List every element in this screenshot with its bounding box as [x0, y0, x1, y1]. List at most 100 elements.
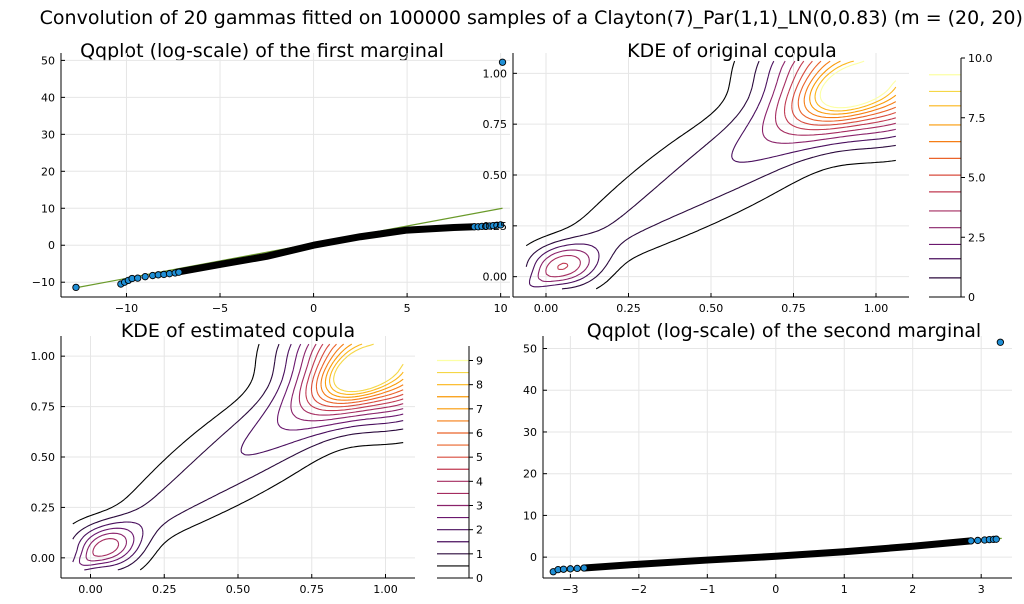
kde-estimated-ytick-label: 0.25 [31, 501, 56, 514]
qq2-point [974, 536, 982, 545]
kde-estimated-contour-line [85, 343, 404, 562]
kde-estimated-ytick-label: 1.00 [31, 350, 56, 363]
kde-original-contour-line [545, 60, 896, 278]
kde-original-xtick-label: 0.00 [534, 302, 559, 315]
kde-estimated-colorbar-tick-label: 3 [476, 500, 483, 513]
qq2-ytick-label: 30 [523, 426, 537, 439]
kde-original-colorbar-tick-label: 5.0 [968, 172, 986, 185]
kde-estimated-xtick-label: 0.00 [78, 583, 103, 596]
kde-original-xtick-label: 0.25 [616, 302, 641, 315]
kde-original-panel: 0.00 0.25 0.50 0.75 1.00 0.00 0.25 0.50 0.75 1.00 [483, 53, 909, 315]
kde-estimated-colorbar: 0 1 2 3 4 5 6 7 8 9 [437, 346, 483, 585]
kde-estimated-colorbar-tick-label: 6 [476, 427, 483, 440]
qq2-xtick-label: −3 [562, 583, 578, 596]
kde-original-ytick-label: 0.00 [483, 271, 508, 284]
kde-estimated-contour-line [305, 343, 404, 412]
qq2-point [580, 564, 588, 572]
kde-original-contour-line [528, 60, 896, 288]
kde-original-contour-line [797, 60, 897, 122]
kde-estimated-contour-line [72, 343, 404, 571]
qq1-point [498, 58, 507, 66]
kde-estimated-xtick-label: 1.00 [373, 583, 398, 596]
qq2-point [573, 564, 581, 573]
qq2-ytick-label: 40 [523, 384, 537, 397]
qq1-panel: −10 −5 0 5 10 −10 0 10 20 30 40 50 [32, 53, 510, 315]
qq2-xtick-label: 2 [909, 583, 916, 596]
kde-original-contour-line [809, 60, 897, 115]
kde-original-colorbar-tick-label: 0 [968, 291, 975, 304]
kde-original-xtick-label: 0.75 [781, 302, 806, 315]
kde-original-ytick-label: 0.50 [483, 169, 508, 182]
kde-original-contour-line [819, 60, 897, 109]
qq1-ytick-label: 50 [41, 54, 55, 67]
qq1-title: Qqplot (log-scale) of the first marginal [80, 40, 444, 62]
qq1-ytick-label: 10 [41, 202, 55, 215]
kde-estimated-contour-line [315, 343, 404, 404]
qq1-xtick-label: 10 [494, 302, 508, 315]
qq2-point [996, 338, 1005, 346]
kde-estimated-xtick-label: 0.25 [152, 583, 177, 596]
kde-estimated-ytick-label: 0.50 [31, 451, 56, 464]
kde-original-contour-line [525, 60, 896, 290]
kde-original-contour-line [525, 60, 896, 290]
kde-estimated-xtick-label: 0.50 [226, 583, 251, 596]
kde-original-title: KDE of original copula [627, 40, 837, 62]
qq1-ytick-label: 20 [41, 165, 55, 178]
kde-original-contour-line [537, 60, 896, 283]
kde-estimated-contour-line [92, 343, 404, 557]
kde-original-colorbar: 0 2.5 5.0 7.5 10.0 [929, 52, 993, 304]
kde-original-ytick-label: 0.25 [483, 220, 508, 233]
qq2-ytick-label: 50 [523, 343, 537, 356]
kde-estimated-contour-line [324, 343, 404, 398]
kde-estimated-contour-line [320, 343, 404, 401]
kde-estimated-xtick-label: 0.75 [300, 583, 325, 596]
qq2-point [566, 565, 575, 573]
kde-estimated-title: KDE of estimated copula [121, 320, 355, 342]
qq2-xtick-label: 3 [978, 583, 985, 596]
kde-original-colorbar-tick-label: 2.5 [968, 231, 986, 244]
qq2-xtick-label: −1 [699, 583, 715, 596]
kde-original-colorbar-tick-label: 10.0 [968, 52, 993, 65]
qq2-dense-points [580, 537, 975, 572]
kde-estimated-contour-line [78, 343, 404, 566]
qq2-ytick-label: 0 [530, 551, 537, 564]
kde-estimated-colorbar-tick-label: 2 [476, 524, 483, 537]
qq2-ytick-label: 10 [523, 509, 537, 522]
kde-original-xtick-label: 1.00 [864, 302, 889, 315]
qq1-xtick-label: 0 [310, 302, 317, 315]
kde-estimated-colorbar-tick-label: 9 [476, 355, 483, 368]
qq1-dense-points [173, 223, 478, 276]
qq1-ytick-label: 30 [41, 128, 55, 141]
kde-estimated-contour-line [329, 343, 404, 395]
kde-original-contour-line [791, 60, 896, 126]
qq1-point [141, 273, 149, 281]
kde-original-contour-line [557, 60, 896, 270]
qq1-xtick-label: −5 [212, 302, 228, 315]
kde-estimated-contour-line [333, 343, 404, 393]
kde-estimated-ytick-label: 0.75 [31, 401, 56, 414]
qq2-xtick-label: 0 [772, 583, 779, 596]
qq1-point [175, 268, 183, 276]
qq1-point [134, 274, 142, 282]
kde-estimated-colorbar-tick-label: 4 [476, 475, 483, 488]
qq2-xtick-label: −2 [631, 583, 647, 596]
kde-estimated-contour-line [72, 343, 404, 571]
kde-original-colorbar-tick-label: 7.5 [968, 112, 986, 125]
kde-original-xtick-label: 0.50 [699, 302, 724, 315]
qq1-ytick-label: 0 [48, 239, 55, 252]
kde-original-ytick-label: 1.00 [483, 67, 508, 80]
kde-estimated-contour-line [310, 343, 404, 408]
qq2-title: Qqplot (log-scale) of the second margina… [587, 320, 981, 342]
kde-estimated-colorbar-tick-label: 8 [476, 379, 483, 392]
kde-estimated-colorbar-tick-label: 5 [476, 451, 483, 464]
qq2-point [992, 535, 1000, 543]
figure-suptitle: Convolution of 20 gammas fitted on 10000… [40, 7, 1024, 29]
qq2-xtick-label: 1 [841, 583, 848, 596]
qq1-ytick-label: −10 [32, 276, 55, 289]
qq1-xtick-label: −10 [115, 302, 138, 315]
kde-estimated-contour-line [72, 343, 404, 571]
qq1-xtick-label: 5 [404, 302, 411, 315]
kde-estimated-ytick-label: 0.00 [31, 552, 56, 565]
